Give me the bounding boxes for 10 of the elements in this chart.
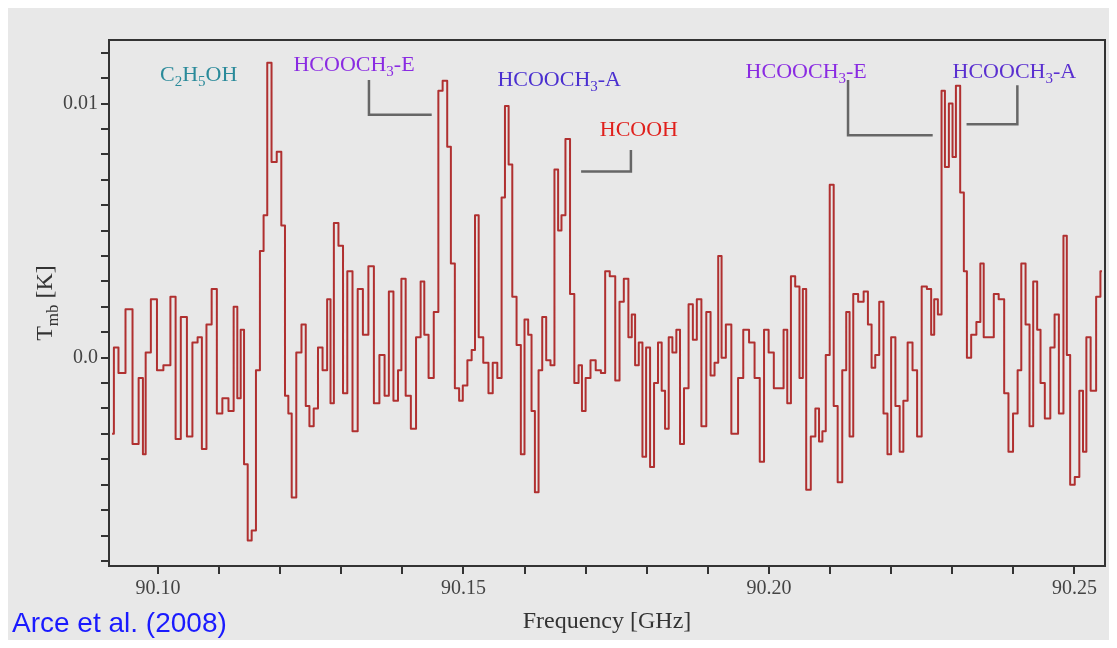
y-tick-label: 0.0 xyxy=(73,344,98,367)
x-tick-label: 90.10 xyxy=(135,576,181,599)
x-axis-title: Frequency [GHz] xyxy=(522,606,692,633)
annotation: HCOOH xyxy=(599,115,679,141)
x-tick-label: 90.15 xyxy=(440,576,486,599)
y-tick-label: 0.01 xyxy=(63,90,98,113)
x-tick-label: 90.20 xyxy=(746,576,792,599)
text: Arce et al. (2008) xyxy=(12,606,227,638)
y-axis-title: Tmb [K] xyxy=(31,265,62,341)
x-tick-label: 90.25 xyxy=(1051,576,1097,599)
